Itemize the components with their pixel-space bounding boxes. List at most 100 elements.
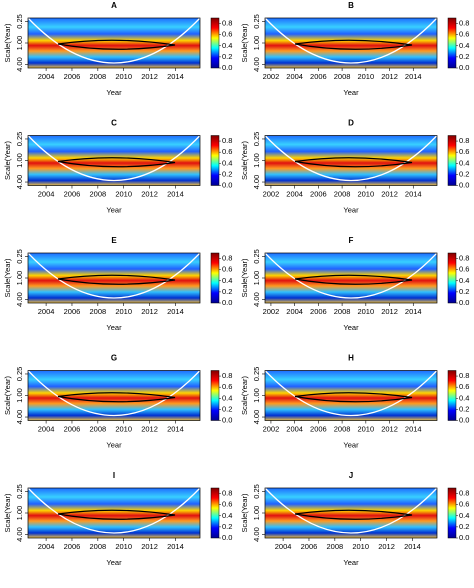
colorbar-tick-label: 0.6: [459, 147, 469, 156]
panel-title: D: [348, 119, 354, 128]
colorbar-tick-label: 0.8: [459, 19, 469, 28]
colorbar: [210, 135, 220, 186]
cone-of-influence: [27, 487, 201, 534]
x-tick-label: 2012: [141, 424, 158, 433]
colorbar-tick-label: 0.4: [459, 393, 469, 402]
x-tick-label: 2002: [263, 424, 280, 433]
panel-title: F: [349, 236, 354, 245]
x-tick-label: 2014: [405, 72, 422, 81]
colorbar-tick-label: 0.8: [222, 489, 232, 498]
x-tick-label: 2008: [326, 542, 343, 551]
x-tick-label: 2008: [89, 72, 106, 81]
x-tick-label: 2012: [141, 307, 158, 316]
x-tick-label: 2014: [167, 542, 184, 551]
x-tick-label: 2004: [38, 189, 55, 198]
cone-of-influence: [264, 17, 438, 64]
x-tick-label: 2008: [89, 424, 106, 433]
y-axis-label: Scale(Year): [3, 23, 12, 62]
x-tick-label: 2004: [38, 542, 55, 551]
colorbar-tick-label: 0.2: [459, 522, 469, 531]
x-tick-label: 2008: [89, 189, 106, 198]
significance-contour: [57, 509, 176, 520]
y-tick-label: 1.00: [252, 271, 261, 286]
significance-contour: [57, 39, 176, 50]
x-tick-label: 2006: [310, 307, 327, 316]
y-tick-label: 0.25: [15, 484, 24, 499]
colorbar-tick-label: 0.8: [222, 254, 232, 263]
panel-title: H: [348, 354, 354, 363]
x-tick-label: 2006: [64, 189, 81, 198]
heatmap-field: [265, 370, 437, 421]
x-tick-label: 2010: [352, 542, 369, 551]
colorbar-tick-label: 0.4: [222, 158, 232, 167]
y-tick-label: 4.00: [252, 410, 261, 425]
y-tick-label: 4.00: [15, 57, 24, 72]
significance-contour: [294, 392, 413, 403]
y-tick-label: 1.00: [15, 153, 24, 168]
x-tick-label: 2002: [263, 72, 280, 81]
colorbar-tick-label: 0.6: [459, 30, 469, 39]
x-tick-label: 2004: [38, 424, 55, 433]
cone-of-influence: [264, 135, 438, 181]
colorbar: [210, 487, 220, 539]
x-tick-label: 2008: [334, 72, 351, 81]
x-tick-label: 2004: [38, 307, 55, 316]
x-tick-label: 2014: [405, 189, 422, 198]
x-tick-label: 2002: [263, 189, 280, 198]
panel: I 2004 2006 2008 2010 2012 2014 Year 0.25 1.00 4.0…: [3, 471, 232, 567]
x-tick-label: 2010: [357, 424, 374, 433]
x-axis-label: Year: [106, 205, 122, 214]
y-tick-label: 1.00: [15, 388, 24, 403]
panel: D 2002 2004 2006 2008 2010 2012 2014 Year 0.25 1.0…: [240, 119, 469, 215]
significance-contour: [57, 157, 176, 168]
colorbar-tick-label: 0.6: [459, 382, 469, 391]
colorbar-tick-label: 0.4: [222, 41, 232, 50]
colorbar: [447, 370, 457, 421]
colorbar-tick-label: 0.0: [459, 533, 469, 542]
colorbar: [210, 17, 220, 69]
x-tick-label: 2006: [64, 72, 81, 81]
colorbar-tick-label: 0.0: [222, 415, 232, 424]
colorbar-tick-label: 0.4: [222, 393, 232, 402]
colorbar-tick-label: 0.0: [459, 415, 469, 424]
panel: G 2004 2006 2008 2010 2012 2014 Year 0.25 1.00 4.0…: [3, 354, 232, 450]
colorbar: [447, 135, 457, 186]
significance-contour: [294, 274, 413, 285]
colorbar: [447, 252, 457, 304]
x-tick-label: 2006: [310, 72, 327, 81]
y-axis-label: Scale(Year): [3, 376, 12, 415]
heatmap-field: [28, 370, 200, 421]
y-tick-label: 4.00: [15, 527, 24, 542]
panel: H 2002 2004 2006 2008 2010 2012 2014 Year 0.25 1.0…: [240, 354, 469, 450]
y-tick-label: 1.00: [15, 36, 24, 51]
x-axis-label: Year: [343, 440, 359, 449]
x-tick-label: 2010: [357, 72, 374, 81]
cone-of-influence: [264, 370, 438, 416]
y-axis-label: Scale(Year): [240, 376, 249, 415]
significance-contour: [294, 157, 413, 168]
colorbar-tick-label: 0.4: [459, 41, 469, 50]
colorbar-tick-label: 0.8: [222, 19, 232, 28]
y-tick-label: 4.00: [252, 527, 261, 542]
x-tick-label: 2012: [141, 542, 158, 551]
y-tick-label: 1.00: [252, 36, 261, 51]
x-tick-label: 2008: [89, 542, 106, 551]
y-tick-label: 0.25: [15, 132, 24, 147]
cone-of-influence: [27, 135, 201, 181]
x-tick-label: 2002: [263, 307, 280, 316]
y-axis-label: Scale(Year): [240, 493, 249, 532]
panel: B 2002 2004 2006 2008 2010 2012 2014 Year 0.25 1.0…: [240, 1, 469, 97]
cone-of-influence: [264, 487, 438, 534]
x-tick-label: 2004: [286, 72, 303, 81]
x-axis-label: Year: [106, 88, 122, 97]
x-tick-label: 2006: [64, 424, 81, 433]
y-tick-label: 1.00: [15, 271, 24, 286]
colorbar-tick-label: 0.0: [459, 180, 469, 189]
colorbar-tick-label: 0.0: [459, 63, 469, 72]
heatmap-field: [28, 488, 200, 538]
colorbar-tick-label: 0.8: [459, 136, 469, 145]
y-axis-label: Scale(Year): [240, 258, 249, 297]
x-tick-label: 2012: [141, 189, 158, 198]
colorbar-tick-label: 0.8: [459, 254, 469, 263]
